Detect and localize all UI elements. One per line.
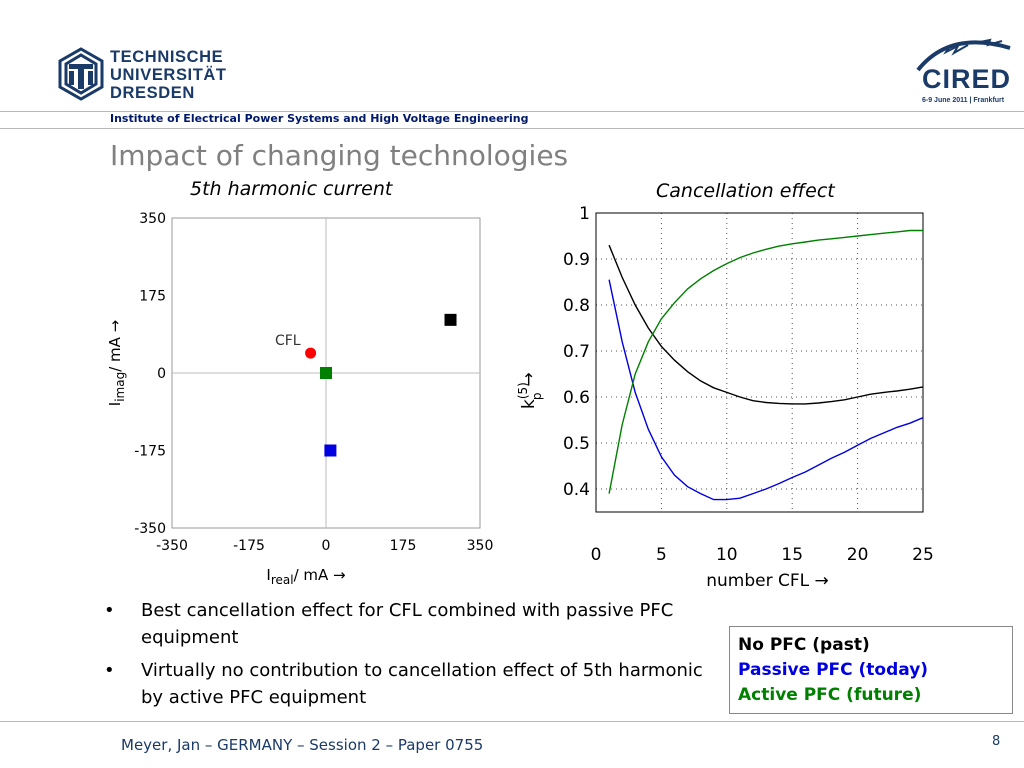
cired-logo: CIRED 6-9 June 2011 | Frankfurt	[910, 36, 1020, 108]
bullet-item: • Best cancellation effect for CFL combi…	[104, 597, 704, 651]
cired-logo-text: CIRED	[922, 64, 1012, 94]
bullet-marker: •	[104, 660, 115, 681]
y-tick-label: -175	[134, 444, 166, 460]
series-line	[608, 229, 923, 494]
x-tick-label: 25	[912, 545, 934, 565]
legend-item-active-pfc: Active PFC (future)	[738, 685, 922, 705]
bullet-text: Best cancellation effect for CFL combine…	[141, 600, 674, 648]
y-tick-label: 0.9	[563, 250, 590, 270]
plot-frame	[595, 212, 924, 513]
x-tick-label: 20	[847, 545, 869, 565]
pfc-legend-box: No PFC (past) Passive PFC (today) Active…	[729, 626, 1013, 714]
data-point-square	[320, 367, 332, 379]
institute-name: Institute of Electrical Power Systems an…	[110, 112, 529, 125]
legend-item-passive-pfc: Passive PFC (today)	[738, 660, 929, 680]
y-axis-label: k(5)p→	[516, 372, 544, 409]
data-point-square	[324, 444, 337, 457]
y-tick-label: 0	[157, 366, 166, 382]
x-tick-label: 5	[656, 545, 667, 565]
page-number: 8	[992, 734, 1001, 749]
y-tick-label: 1	[579, 205, 590, 224]
bullet-marker: •	[104, 600, 115, 621]
bullet-item: • Virtually no contribution to cancellat…	[104, 657, 704, 711]
series-line	[608, 244, 924, 405]
x-tick-label: 0	[322, 538, 331, 554]
x-tick-label: 350	[467, 538, 494, 554]
cancellation-effect-line-chart: 0 5 10 15 20 25 0.4 0.5 0.6 0.7 0.8 0.9 1 number CFL…	[516, 205, 934, 591]
header-rule-bottom	[0, 128, 1024, 129]
cired-lightning-icon	[916, 38, 1011, 72]
x-tick-label: -350	[156, 538, 188, 554]
data-point-circle	[305, 347, 317, 359]
university-name-line-3: DRESDEN	[110, 84, 195, 102]
data-point-square	[444, 313, 457, 326]
left-chart-title: 5th harmonic current	[190, 178, 393, 200]
university-name-line-1: TECHNISCHE	[110, 48, 224, 66]
x-tick-label: 175	[390, 538, 417, 554]
y-tick-label: 0.5	[563, 434, 590, 454]
y-tick-label: 0.4	[563, 480, 590, 500]
right-chart-title: Cancellation effect	[656, 180, 835, 202]
header-rule-top	[0, 111, 1024, 112]
bullet-list: • Best cancellation effect for CFL combi…	[104, 597, 704, 717]
y-tick-label: 175	[139, 289, 166, 305]
series-line	[608, 279, 924, 501]
legend-item-no-pfc: No PFC (past)	[738, 635, 870, 655]
footer-rule	[0, 721, 1024, 722]
tu-dresden-logo: TECHNISCHE UNIVERSITÄT DRESDEN	[56, 47, 232, 103]
x-tick-label: 10	[716, 545, 738, 565]
cired-logo-date: 6-9 June 2011 | Frankfurt	[922, 97, 1005, 104]
harmonic-current-scatter-chart: -350 -175 0 175 350 -350 -175 0 175 350 CFL Ireal…	[106, 211, 494, 587]
y-tick-label: 0.8	[563, 296, 590, 316]
y-tick-label: 0.7	[563, 342, 590, 362]
x-tick-label: 0	[591, 545, 602, 565]
data-point-label: CFL	[275, 333, 301, 349]
university-name-line-2: UNIVERSITÄT	[110, 66, 227, 84]
tu-dresden-emblem-icon	[58, 47, 104, 101]
y-tick-label: 0.6	[563, 388, 590, 408]
x-axis-label: number CFL →	[706, 571, 829, 591]
y-axis-label: Iimag/ mA →	[106, 320, 127, 406]
bullet-text: Virtually no contribution to cancellatio…	[141, 660, 703, 708]
y-tick-label: 350	[139, 211, 166, 227]
x-tick-label: 15	[781, 545, 803, 565]
x-tick-label: -175	[233, 538, 265, 554]
x-axis-label: Ireal/ mA →	[266, 566, 345, 587]
y-tick-label: -350	[134, 521, 166, 537]
slide-title: Impact of changing technologies	[110, 139, 569, 172]
footer-text: Meyer, Jan – GERMANY – Session 2 – Paper…	[121, 736, 484, 754]
